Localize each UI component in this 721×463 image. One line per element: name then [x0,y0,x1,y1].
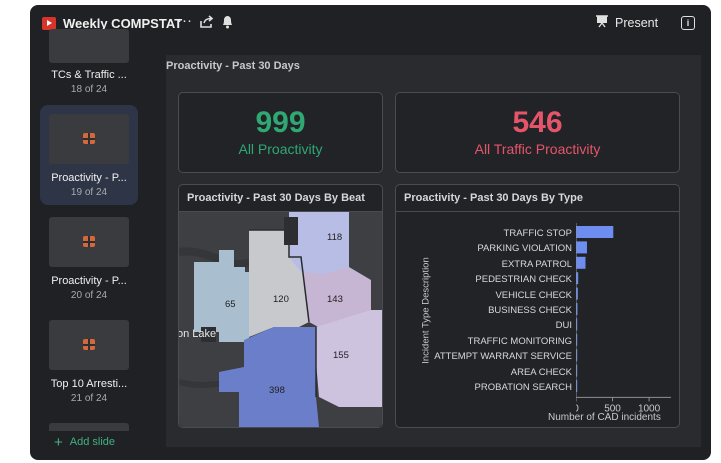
slide-count: 18 of 24 [70,84,108,95]
slide-thumbnail-20[interactable]: Proactivity - P... 20 of 24 [40,208,138,308]
kpi-card-traffic-proactivity[interactable]: 546 All Traffic Proactivity [395,92,680,173]
add-slide-button[interactable]: + Add slide [54,433,116,451]
slide-preview [49,114,129,164]
slide-thumbnail-19[interactable]: Proactivity - P... 19 of 24 [40,105,138,205]
slide-icon [83,133,95,144]
slide-preview [49,423,129,431]
bar[interactable] [576,380,578,392]
x-axis-label: Number of CAD incidents [548,412,661,423]
beat-label: 398 [269,385,285,396]
info-icon[interactable]: i [681,16,695,30]
beat-65-area [194,250,249,342]
bell-icon[interactable] [221,15,234,33]
x-tick-label: 500 [604,403,621,414]
slide-count: 19 of 24 [70,187,108,198]
slide-sidebar: TCs & Traffic ... 18 of 24 Proactivity -… [30,29,150,460]
category-label: BUSINESS CHECK [488,305,572,316]
slide-label: Proactivity - P... [51,275,127,287]
bar[interactable] [576,287,578,300]
beat-label: 118 [327,232,342,243]
beat-label: 143 [327,294,343,305]
app-logo-icon [42,17,56,30]
beat-map-panel[interactable]: Proactivity - Past 30 Days By Beat 118 [178,184,383,428]
slide-label: Top 10 Arresti... [50,378,128,390]
category-label: DUI [555,320,572,332]
x-tick-label: 0 [576,403,579,414]
category-label: AREA CHECK [510,366,572,378]
panel-title: Proactivity - Past 30 Days By Beat [179,185,382,212]
x-tick-label: 1000 [638,403,661,414]
category-labels: TRAFFIC STOP PARKING VIOLATION EXTRA PATRO… [420,225,572,395]
bar[interactable] [576,364,578,377]
slide-preview [49,217,129,267]
kpi-value: 999 [255,106,306,139]
beat-label: 155 [333,350,349,361]
slide-thumbnail-21[interactable]: Top 10 Arresti... 21 of 24 [40,311,138,411]
bar[interactable] [576,318,578,331]
page-title: Proactivity - Past 30 Days [166,60,300,72]
slide-count: 20 of 24 [70,290,108,301]
bar-plot: 0 500 1000 [576,223,671,414]
kpi-label: All Traffic Proactivity [474,141,601,157]
beat-398-area [219,327,319,427]
bar[interactable] [576,272,579,285]
beat-label: 120 [273,294,289,305]
bar[interactable] [576,349,578,362]
slide-label: TCs & Traffic ... [51,69,127,81]
place-label: on Lake [179,328,216,340]
slide-canvas: Proactivity - Past 30 Days 999 All Proac… [166,55,701,447]
kpi-value: 546 [512,106,563,139]
beat-120-area [249,230,309,337]
app-window: Weekly COMPSTAT ··· Present i TCs & Traf… [30,5,711,460]
plus-icon: + [54,433,63,451]
category-label: VEHICLE CHECK [495,289,572,301]
kpi-label: All Proactivity [238,141,323,157]
bar[interactable] [576,226,614,238]
slide-preview [49,320,129,370]
panel-title: Proactivity - Past 30 Days By Type [396,185,679,212]
share-icon[interactable] [199,15,214,33]
category-label: TRAFFIC STOP [503,228,572,239]
slide-label: Proactivity - P... [51,172,127,184]
top-bar: Weekly COMPSTAT ··· Present i [30,5,711,43]
more-horizontal-icon[interactable]: ··· [177,12,192,29]
bar[interactable] [576,241,587,254]
beat-map[interactable]: 118 120 143 65 155 398 on Lake [179,212,382,427]
beat-label: 65 [225,299,236,310]
present-label: Present [615,16,659,30]
beat-118-area [289,212,349,274]
category-label: PARKING VIOLATION [477,243,572,255]
bar[interactable] [576,256,586,269]
category-label: PEDESTRIAN CHECK [475,274,572,286]
present-icon [596,15,608,31]
bar[interactable] [576,333,578,346]
kpi-card-all-proactivity[interactable]: 999 All Proactivity [178,92,383,173]
beat-155-area [316,310,382,407]
slide-count: 21 of 24 [70,393,108,404]
slide-icon [83,236,95,247]
category-label: TRAFFIC MONITORING [467,335,572,347]
present-button[interactable]: Present [596,15,658,31]
bar[interactable] [576,303,578,315]
category-label: PROBATION SEARCH [474,382,572,393]
slide-icon [83,339,95,350]
add-slide-label: Add slide [69,436,116,448]
slide-thumbnail-22[interactable] [40,417,138,431]
slide-thumbnail-18[interactable]: TCs & Traffic ... 18 of 24 [40,29,138,99]
category-label: EXTRA PATROL [501,258,572,270]
slide-preview [49,29,129,63]
presentation-title[interactable]: Weekly COMPSTAT [63,16,183,31]
type-chart-panel[interactable]: Proactivity - Past 30 Days By Type Incid… [395,184,680,428]
category-label: ATTEMPT WARRANT SERVICE [434,351,572,363]
